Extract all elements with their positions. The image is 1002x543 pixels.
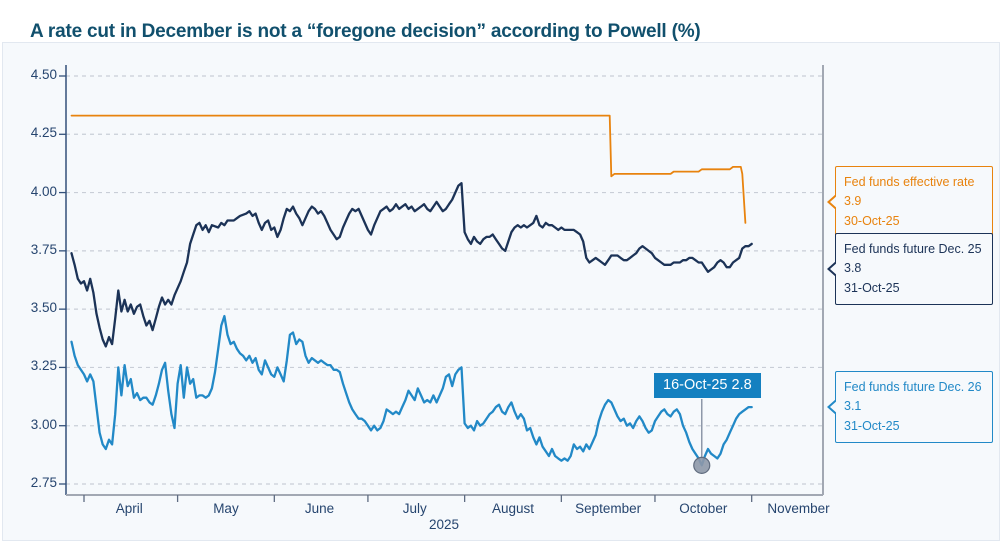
y-axis-tick-label: 3.75 [30, 241, 57, 257]
line-chart-plot[interactable] [3, 43, 999, 540]
x-axis-month-label: July [402, 501, 427, 516]
legend-series-value: 3.1 [844, 399, 862, 414]
series-line-fed-funds-effective-rate[interactable] [70, 114, 747, 224]
legend-callout-fed-funds-effective-rate[interactable]: Fed funds effective rate 3.9 30-Oct-25 [827, 166, 993, 239]
legend-series-value: 3.8 [844, 261, 862, 276]
legend-series-name: Fed funds effective rate [844, 175, 975, 189]
legend-series-value: 3.9 [844, 194, 862, 209]
legend-series-date: 31-Oct-25 [844, 280, 900, 295]
x-axis-month-label: May [213, 501, 239, 516]
y-axis-tick-label: 3.25 [30, 358, 57, 374]
y-axis-tick-label: 4.25 [30, 125, 57, 141]
legend-series-date: 30-Oct-25 [844, 213, 900, 228]
y-axis-tick-label: 3.50 [30, 300, 57, 316]
x-axis-month-label: August [491, 501, 535, 516]
legend-callout-fed-funds-future-dec-25[interactable]: Fed funds future Dec. 25 3.8 31-Oct-25 [827, 233, 993, 306]
y-axis-tick-label: 3.00 [30, 416, 57, 432]
x-axis-month-label: June [304, 501, 335, 516]
y-axis-tick-label: 2.75 [30, 475, 57, 490]
legend-series-date: 31-Oct-25 [844, 418, 900, 433]
legend-series-name: Fed funds future Dec. 26 [844, 380, 982, 394]
x-axis-month-label: April [115, 501, 143, 516]
chart-title: A rate cut in December is not a “foregon… [30, 20, 701, 42]
x-axis-month-label: October [679, 501, 728, 516]
series-line-fed-funds-future-dec-25[interactable] [70, 182, 753, 348]
y-axis-tick-label: 4.50 [30, 67, 57, 82]
x-axis-year-label: 2025 [428, 517, 460, 532]
legend-series-name: Fed funds future Dec. 25 [844, 242, 982, 256]
annotation-marker[interactable] [693, 456, 711, 474]
x-axis-month-label: September [575, 501, 642, 516]
y-axis-tick-label: 4.00 [30, 183, 57, 199]
x-axis-month-label: November [767, 501, 830, 516]
series-line-fed-funds-future-dec-26[interactable] [70, 314, 753, 467]
annotation-tooltip[interactable]: 16-Oct-25 2.8 [654, 373, 761, 398]
chart-card: 2025 16-Oct-25 2.8 Fed funds effective r… [2, 42, 1000, 541]
legend-callout-fed-funds-future-dec-26[interactable]: Fed funds future Dec. 26 3.1 31-Oct-25 [827, 371, 993, 444]
